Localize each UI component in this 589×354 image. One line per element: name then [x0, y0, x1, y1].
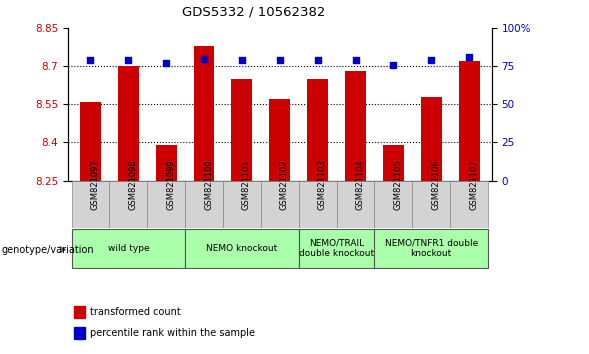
FancyBboxPatch shape: [185, 181, 223, 228]
Text: GSM821105: GSM821105: [393, 159, 402, 210]
FancyBboxPatch shape: [412, 181, 450, 228]
Point: [86, 57, 95, 63]
Text: genotype/variation: genotype/variation: [1, 245, 94, 255]
Text: wild type: wild type: [108, 244, 149, 253]
Text: GSM821097: GSM821097: [91, 159, 100, 210]
Bar: [155, 145, 177, 181]
FancyBboxPatch shape: [147, 181, 185, 228]
FancyBboxPatch shape: [336, 181, 375, 228]
Bar: [269, 99, 290, 181]
Text: GSM821101: GSM821101: [242, 159, 251, 210]
Text: NEMO/TNFR1 double
knockout: NEMO/TNFR1 double knockout: [385, 239, 478, 258]
Text: percentile rank within the sample: percentile rank within the sample: [90, 328, 255, 338]
Point: [275, 57, 284, 63]
Text: GSM821107: GSM821107: [469, 159, 478, 210]
FancyBboxPatch shape: [71, 181, 110, 228]
Text: GSM821098: GSM821098: [128, 159, 137, 210]
FancyBboxPatch shape: [375, 229, 488, 268]
Text: NEMO/TRAIL
double knockout: NEMO/TRAIL double knockout: [299, 239, 374, 258]
Bar: [345, 72, 366, 181]
Text: GDS5332 / 10562382: GDS5332 / 10562382: [181, 5, 325, 18]
FancyBboxPatch shape: [261, 181, 299, 228]
Point: [426, 57, 436, 63]
Bar: [118, 66, 139, 181]
FancyBboxPatch shape: [375, 181, 412, 228]
Bar: [383, 145, 404, 181]
Point: [389, 62, 398, 68]
Point: [124, 57, 133, 63]
Point: [313, 57, 322, 63]
FancyBboxPatch shape: [185, 229, 299, 268]
Point: [351, 57, 360, 63]
Text: GSM821103: GSM821103: [317, 159, 327, 210]
Text: NEMO knockout: NEMO knockout: [206, 244, 277, 253]
Text: GSM821099: GSM821099: [166, 159, 175, 210]
FancyBboxPatch shape: [223, 181, 261, 228]
Text: GSM821100: GSM821100: [204, 159, 213, 210]
Text: GSM821106: GSM821106: [431, 159, 440, 210]
Point: [237, 57, 247, 63]
Text: transformed count: transformed count: [90, 307, 181, 318]
Text: GSM821104: GSM821104: [356, 159, 365, 210]
Bar: [74, 307, 85, 318]
FancyBboxPatch shape: [110, 181, 147, 228]
Point: [199, 56, 209, 62]
FancyBboxPatch shape: [299, 181, 336, 228]
Bar: [421, 97, 442, 181]
Text: GSM821102: GSM821102: [280, 159, 289, 210]
Bar: [307, 79, 328, 181]
FancyBboxPatch shape: [299, 229, 375, 268]
Bar: [194, 46, 214, 181]
Bar: [459, 61, 479, 181]
Bar: [80, 102, 101, 181]
Point: [464, 55, 474, 60]
Point: [161, 61, 171, 66]
FancyBboxPatch shape: [71, 229, 185, 268]
Bar: [231, 79, 252, 181]
FancyBboxPatch shape: [450, 181, 488, 228]
Bar: [74, 327, 85, 339]
